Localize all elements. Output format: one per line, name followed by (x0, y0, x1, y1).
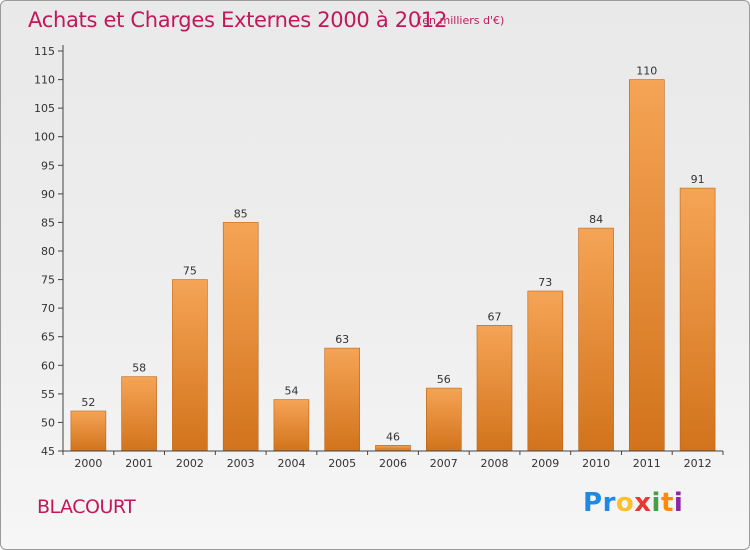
data-label-2002: 75 (183, 265, 197, 278)
x-tick-label-2011: 2011 (633, 457, 661, 470)
bar-2009 (527, 290, 564, 452)
chart-title: Achats et Charges Externes 2000 à 2012 (28, 8, 448, 32)
y-tick-label-110: 110 (34, 74, 55, 87)
y-tick-label-70: 70 (41, 302, 55, 315)
bar-2006 (375, 444, 411, 452)
logo-letter: i (651, 488, 661, 518)
x-tick-label-2012: 2012 (684, 457, 712, 470)
y-tick-label-85: 85 (41, 216, 55, 229)
y-tick-label-90: 90 (41, 188, 55, 201)
data-label-2006: 46 (386, 430, 400, 443)
logo-letter: P (583, 488, 603, 518)
x-tick-label-2001: 2001 (125, 457, 153, 470)
bar-2004 (273, 399, 310, 452)
y-tick-label-105: 105 (34, 102, 55, 115)
logo-letter: i (673, 488, 684, 518)
data-label-2000: 52 (81, 396, 95, 409)
data-label-2010: 84 (589, 213, 603, 226)
y-tick-label-115: 115 (34, 45, 55, 58)
bar-2012 (679, 187, 716, 452)
y-tick-label-100: 100 (34, 131, 55, 144)
chart-subtitle: (en milliers d'€) (418, 14, 505, 27)
bar-2001 (121, 376, 157, 452)
proxiti-logo[interactable]: Proxiti (583, 488, 683, 518)
x-tick-label-2008: 2008 (481, 457, 509, 470)
data-label-2001: 58 (132, 362, 146, 375)
x-tick-label-2007: 2007 (430, 457, 458, 470)
bar-2007 (425, 387, 462, 452)
bar-2002 (172, 279, 208, 452)
data-label-2011: 110 (636, 65, 657, 78)
y-tick-label-45: 45 (41, 445, 55, 458)
logo-letter: o (615, 488, 635, 518)
y-tick-label-55: 55 (41, 388, 55, 401)
commune-name: BLACOURT (37, 496, 136, 518)
y-tick-label-75: 75 (41, 274, 55, 287)
x-tick-label-2006: 2006 (379, 457, 407, 470)
x-tick-label-2000: 2000 (74, 457, 102, 470)
bar-2000 (70, 410, 107, 452)
y-tick-label-65: 65 (41, 331, 55, 344)
y-tick-label-80: 80 (41, 245, 55, 258)
data-label-2012: 91 (691, 173, 705, 186)
bar-2003 (222, 222, 259, 452)
data-label-2005: 63 (335, 333, 349, 346)
x-tick-label-2002: 2002 (176, 457, 204, 470)
logo-letter: r (602, 488, 616, 518)
bar-2008 (476, 324, 513, 452)
data-label-2003: 85 (234, 207, 248, 220)
bar-2005 (324, 347, 361, 452)
data-label-2007: 56 (437, 373, 451, 386)
bar-2011 (628, 79, 665, 452)
data-label-2004: 54 (285, 385, 299, 398)
data-label-2008: 67 (488, 310, 502, 323)
x-tick-label-2010: 2010 (582, 457, 610, 470)
data-label-2009: 73 (538, 276, 552, 289)
x-tick-label-2005: 2005 (328, 457, 356, 470)
x-tick-label-2009: 2009 (531, 457, 559, 470)
x-tick-label-2004: 2004 (278, 457, 306, 470)
logo-letter: x (634, 488, 652, 518)
x-tick-label-2003: 2003 (227, 457, 255, 470)
bar-2010 (578, 227, 614, 452)
y-tick-label-60: 60 (41, 359, 55, 372)
y-tick-label-50: 50 (41, 416, 55, 429)
logo-letter: t (660, 488, 674, 518)
y-tick-label-95: 95 (41, 159, 55, 172)
